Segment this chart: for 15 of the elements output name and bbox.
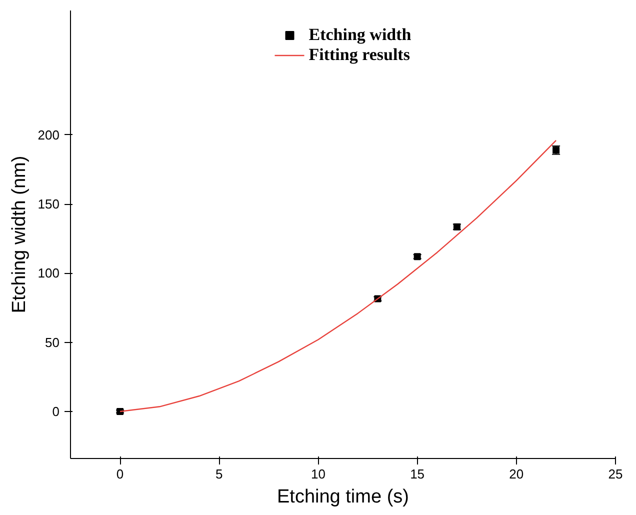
legend-label: Fitting results (308, 45, 410, 65)
x-tick-label: 5 (216, 466, 223, 482)
y-tick-label: 150 (38, 196, 60, 212)
x-tick-label: 0 (116, 466, 124, 482)
x-tick-label: 10 (310, 466, 326, 482)
x-tick-label: 25 (608, 466, 623, 482)
legend-label: Etching width (308, 25, 412, 45)
y-axis-title: Etching width (nm) (8, 156, 30, 314)
y-tick-label: 50 (45, 334, 60, 350)
y-tick-label: 200 (38, 127, 60, 142)
y-tick-label: 0 (52, 404, 60, 419)
y-tick-label: 100 (38, 266, 60, 281)
x-tick-label: 15 (410, 466, 425, 482)
x-axis-title: Etching time (s) (277, 486, 409, 508)
x-tick-label: 20 (509, 466, 524, 482)
